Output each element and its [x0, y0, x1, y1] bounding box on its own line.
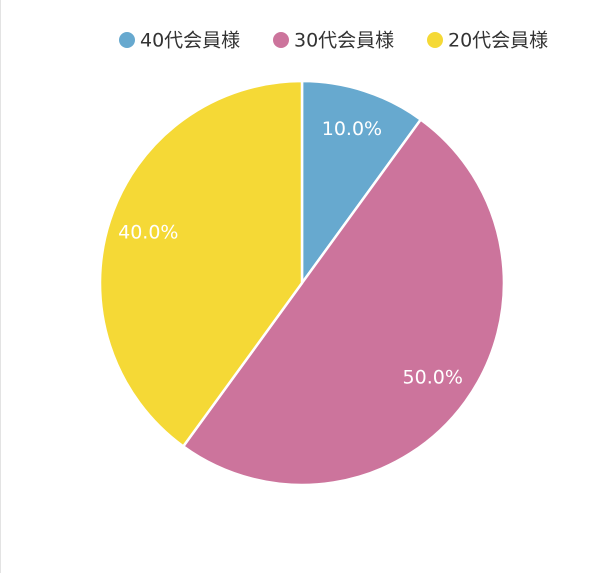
- legend-swatch: [273, 32, 289, 48]
- data-label: 50.0%: [403, 366, 463, 388]
- pie-slice: [98, 79, 304, 449]
- pie: 10.0% 50.0% 40.0%: [98, 79, 506, 487]
- legend-label: 30代会員様: [294, 30, 394, 52]
- data-label: 10.0%: [322, 118, 382, 140]
- data-label: 40.0%: [118, 222, 178, 244]
- legend: 40代会員様 30代会員様 20代会員様: [119, 30, 548, 52]
- legend-label: 20代会員様: [448, 30, 548, 52]
- pie-slice: [181, 117, 506, 487]
- legend-swatch: [119, 32, 135, 48]
- legend-swatch: [427, 32, 443, 48]
- pie-slice: [300, 79, 423, 287]
- legend-label: 40代会員様: [140, 30, 240, 52]
